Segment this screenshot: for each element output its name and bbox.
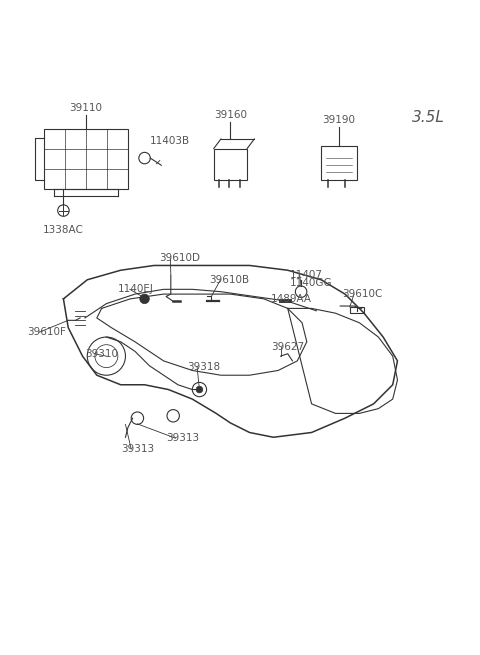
Text: 1140GG: 1140GG	[290, 278, 333, 288]
FancyBboxPatch shape	[321, 146, 357, 179]
FancyBboxPatch shape	[350, 307, 364, 313]
Text: 39610C: 39610C	[343, 289, 383, 299]
Text: 39610B: 39610B	[209, 275, 249, 285]
Text: 1140EJ: 1140EJ	[118, 284, 154, 294]
Text: 11407: 11407	[290, 270, 323, 280]
Text: 39627: 39627	[271, 342, 304, 352]
Text: 1338AC: 1338AC	[43, 225, 84, 235]
Text: 39610F: 39610F	[28, 328, 67, 337]
Text: 3.5L: 3.5L	[412, 110, 445, 125]
Text: 39310: 39310	[85, 348, 118, 359]
Text: 39318: 39318	[188, 362, 221, 371]
Text: 11403B: 11403B	[149, 136, 190, 146]
Text: 39190: 39190	[323, 115, 356, 124]
Text: 1489AA: 1489AA	[271, 294, 312, 304]
Text: 39313: 39313	[166, 433, 199, 443]
Circle shape	[196, 386, 203, 393]
Text: 39110: 39110	[70, 103, 103, 113]
FancyBboxPatch shape	[44, 130, 128, 189]
Circle shape	[140, 294, 149, 304]
Text: 39610D: 39610D	[159, 253, 200, 263]
FancyBboxPatch shape	[214, 149, 247, 179]
Text: 39160: 39160	[214, 110, 247, 120]
Text: 39313: 39313	[121, 444, 155, 454]
